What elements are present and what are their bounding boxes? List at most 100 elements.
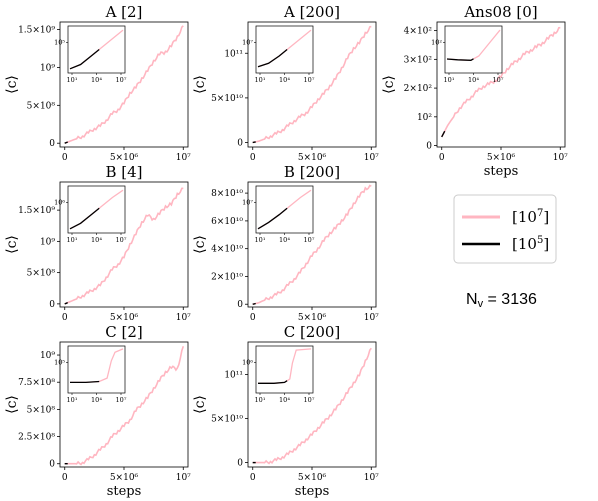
inset-x-tick-label: 10⁷ <box>116 236 127 244</box>
panel-5: C [2] ⟨c⟩ 0 2.5×10⁸ 5×10⁸ 7.5×10⁸ 10⁹ 0 5×10⁶ 10⁷… <box>4 323 191 499</box>
inset-plot: 10¹ 10⁴ 10⁷ 10² <box>431 25 504 84</box>
series-line-1e5 <box>441 130 446 138</box>
y-tick-label: 5×10⁸ <box>27 101 56 111</box>
x-tick-label: 0 <box>62 473 68 483</box>
y-tick-label: 0 <box>49 300 55 310</box>
x-tick-label: 10⁷ <box>364 473 379 483</box>
inset-y-tick-label: 10⁷ <box>242 198 253 206</box>
inset-frame <box>444 25 503 74</box>
panel-title: B [200] <box>284 163 340 181</box>
series-line-1e5 <box>252 302 256 305</box>
series-line-1e5 <box>252 141 256 144</box>
x-tick-label: 5×10⁶ <box>487 153 516 163</box>
y-axis-label: ⟨c⟩ <box>381 75 397 94</box>
inset-x-tick-label: 10⁴ <box>279 76 290 84</box>
inset-x-tick-label: 10¹ <box>444 76 455 84</box>
panel-title: Ans08 [0] <box>463 3 537 21</box>
inset-x-tick-label: 10¹ <box>67 396 78 404</box>
x-tick-label: 5×10⁶ <box>298 153 327 163</box>
inset-x-tick-label: 10⁴ <box>468 76 479 84</box>
legend-label-1e5: [105] <box>512 235 549 253</box>
panel-title: C [200] <box>284 323 341 341</box>
y-tick-label: 5×10¹⁰ <box>211 415 243 425</box>
inset-x-tick-label: 10¹ <box>255 76 266 84</box>
x-tick-label: 5×10⁶ <box>110 473 139 483</box>
series-line-1e5 <box>64 141 68 144</box>
inset-plot: 10¹ 10⁴ 10⁷ 10⁵ <box>54 25 127 84</box>
inset-y-tick-label: 10⁶ <box>242 358 253 366</box>
y-tick-label: 0 <box>237 139 243 149</box>
inset-y-tick-label: 10² <box>431 38 442 46</box>
inset-x-tick-label: 10⁴ <box>91 76 102 84</box>
inset-y-tick-label: 10⁶ <box>54 198 65 206</box>
inset-line-1e5 <box>69 48 100 70</box>
y-tick-label: 2×10² <box>404 84 433 94</box>
series-line-1e7 <box>440 26 561 138</box>
inset-x-tick-label: 10¹ <box>255 236 266 244</box>
panel-title: C [2] <box>105 323 143 341</box>
inset-line-1e5 <box>70 380 100 384</box>
y-tick-label: 5×10⁸ <box>27 269 56 279</box>
inset-line-1e5 <box>69 207 100 230</box>
inset-line-1e5 <box>258 380 288 384</box>
panel-title: A [200] <box>283 3 340 21</box>
y-axis-label: ⟨c⟩ <box>4 395 20 414</box>
legend: [107] [105] <box>453 194 557 264</box>
y-tick-label: 1.5×10⁹ <box>18 26 55 36</box>
x-tick-label: 5×10⁶ <box>110 313 139 323</box>
inset-x-tick-label: 10⁴ <box>91 396 102 404</box>
inset-plot: 10¹ 10⁴ 10⁷ 10⁷ <box>242 25 315 84</box>
inset-x-tick-label: 10⁷ <box>304 76 315 84</box>
x-tick-label: 10⁷ <box>176 313 191 323</box>
x-tick-label: 10⁷ <box>176 473 191 483</box>
x-tick-label: 5×10⁶ <box>298 313 327 323</box>
y-tick-label: 5×10¹⁰ <box>211 94 243 104</box>
inset-plot: 10¹ 10⁴ 10⁷ 10⁵ <box>54 345 127 404</box>
y-tick-label: 10¹¹ <box>224 49 243 59</box>
y-tick-label: 6×10¹⁰ <box>211 217 243 227</box>
inset-x-tick-label: 10⁴ <box>91 236 102 244</box>
inset-x-tick-label: 10⁷ <box>116 396 127 404</box>
inset-plot: 10¹ 10⁴ 10⁷ 10⁶ <box>242 345 315 404</box>
x-tick-label: 0 <box>62 153 68 163</box>
x-axis-label: steps <box>107 484 142 499</box>
inset-line-1e5 <box>257 48 288 68</box>
y-tick-label: 4×10¹⁰ <box>211 245 243 255</box>
x-axis-label: steps <box>484 164 519 179</box>
x-tick-label: 5×10⁶ <box>298 473 327 483</box>
y-tick-label: 0 <box>49 460 55 470</box>
y-tick-label: 2×10¹⁰ <box>211 272 243 282</box>
inset-frame <box>255 345 314 394</box>
y-tick-label: 10⁹ <box>40 351 55 361</box>
series-line-1e5 <box>64 301 68 305</box>
panel-title: A [2] <box>105 3 143 21</box>
y-axis-label: ⟨c⟩ <box>192 75 208 94</box>
inset-y-tick-label: 10⁷ <box>242 38 253 46</box>
y-tick-label: 10¹¹ <box>224 371 243 381</box>
y-tick-label: 1.5×10⁹ <box>18 206 55 216</box>
panel-2: Ans08 [0] ⟨c⟩ 0 10² 2×10² 3×10² 4×10² 0 5×10⁶ 10⁷… <box>381 3 568 179</box>
x-tick-label: 0 <box>250 313 256 323</box>
series-line-1e7 <box>252 25 372 144</box>
inset-x-tick-label: 10¹ <box>67 236 78 244</box>
x-tick-label: 10⁷ <box>364 153 379 163</box>
inset-x-tick-label: 10¹ <box>255 396 266 404</box>
inset-x-tick-label: 10⁷ <box>304 396 315 404</box>
inset-frame <box>67 345 126 394</box>
y-tick-label: 0 <box>426 142 432 152</box>
x-tick-label: 0 <box>250 153 256 163</box>
x-tick-label: 0 <box>62 313 68 323</box>
inset-y-tick-label: 10⁵ <box>54 38 65 46</box>
series-line-1e7 <box>64 346 185 466</box>
y-tick-label: 10² <box>417 113 432 123</box>
y-tick-label: 7.5×10⁸ <box>18 378 55 388</box>
panel-4: B [200] ⟨c⟩ 0 2×10¹⁰ 4×10¹⁰ 6×10¹⁰ 8×10¹⁰ 0 5×10… <box>192 163 379 323</box>
inset-frame <box>255 25 314 74</box>
y-tick-label: 0 <box>237 300 243 310</box>
